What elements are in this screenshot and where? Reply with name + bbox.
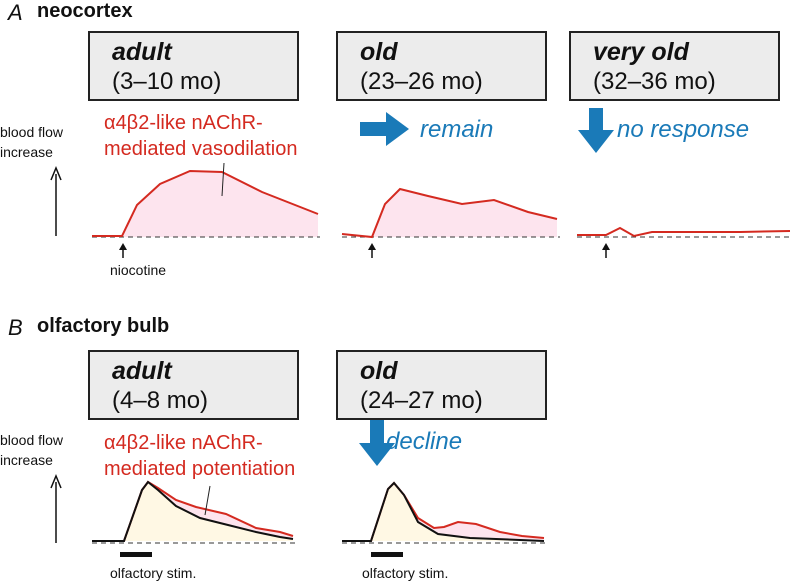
age-group-label: very old: [593, 38, 689, 66]
age-group-label: adult: [112, 38, 172, 66]
age-group-label: adult: [112, 357, 172, 385]
age-box-adult-olfactory: adult (4–8 mo): [88, 350, 299, 420]
olfactory-stimulus-label-old: olfactory stim.: [362, 565, 449, 581]
age-range-label: (32–36 mo): [593, 68, 716, 95]
age-group-label: old: [360, 38, 398, 66]
annotation-line2: mediated potentiation: [104, 458, 296, 480]
trace-adult-olfactory: [92, 480, 295, 557]
age-box-old-neocortex: old (23–26 mo): [336, 31, 547, 101]
age-range-label: (24–27 mo): [360, 387, 483, 414]
age-range-label: (4–8 mo): [112, 387, 209, 414]
y-axis-label-line1: blood flow: [0, 432, 64, 448]
down-arrow-decline-icon: [359, 420, 395, 466]
y-axis-label-line2: increase: [0, 452, 53, 468]
age-box-old-olfactory: old (24–27 mo): [336, 350, 547, 420]
nicotine-stimulus-label: niocotine: [110, 262, 167, 278]
age-group-label: old: [360, 357, 398, 385]
nicotine-arrow-adult: [119, 243, 127, 258]
y-axis-arrow-neocortex: [50, 166, 62, 236]
nicotine-arrow-very-old: [602, 243, 610, 258]
y-axis-arrow-olfactory: [50, 474, 62, 543]
annotation-line2: mediated vasodilation: [104, 138, 298, 160]
y-axis-label-line1: blood flow: [0, 124, 64, 140]
trace-old-olfactory: [342, 481, 546, 557]
annotation-line1: α4β2-like nAChR-: [104, 432, 263, 454]
age-range-label: (23–26 mo): [360, 68, 483, 95]
panel-b-title: olfactory bulb: [37, 315, 170, 337]
no-response-label: no response: [617, 116, 750, 143]
decline-label: decline: [386, 428, 463, 455]
y-axis-label-line2: increase: [0, 144, 53, 160]
annotation-line1: α4β2-like nAChR-: [104, 112, 263, 134]
vasodilation-annotation: α4β2-like nAChR- mediated vasodilation: [104, 110, 297, 162]
trace-adult-neocortex: [92, 162, 320, 238]
olfactory-stimulus-label-adult: olfactory stim.: [110, 565, 197, 581]
trace-very-old-neocortex: [577, 226, 792, 238]
down-arrow-icon: [578, 108, 614, 153]
nicotine-arrow-old: [368, 243, 376, 258]
y-axis-label-olfactory: blood flow increase: [0, 430, 63, 470]
age-range-label: (3–10 mo): [112, 68, 222, 95]
age-box-adult-neocortex: adult (3–10 mo): [88, 31, 299, 101]
remain-label: remain: [420, 116, 494, 143]
panel-a-letter: A: [8, 0, 23, 25]
panel-a-title: neocortex: [37, 0, 133, 22]
right-arrow-icon: [360, 112, 409, 146]
age-box-very-old-neocortex: very old (32–36 mo): [569, 31, 780, 101]
potentiation-annotation: α4β2-like nAChR- mediated potentiation: [104, 430, 295, 482]
panel-b-letter: B: [8, 315, 23, 340]
trace-old-neocortex: [341, 187, 560, 239]
y-axis-label-neocortex: blood flow increase: [0, 122, 63, 162]
